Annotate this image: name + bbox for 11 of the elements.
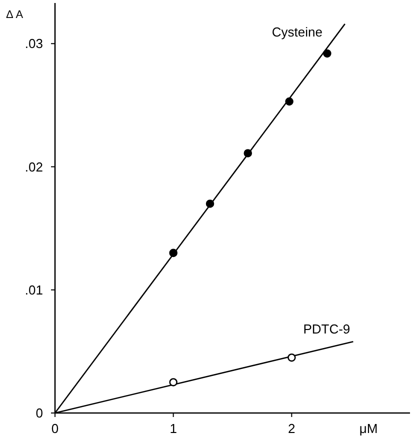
x-tick-label: 2 — [288, 421, 296, 436]
x-tick-label: 1 — [170, 421, 177, 436]
y-tick-label: .02 — [24, 159, 43, 174]
x-tick-label: 0 — [51, 421, 59, 436]
y-tick-label: .03 — [24, 36, 43, 52]
x-axis-title: μM — [359, 421, 378, 436]
y-tick-label: .01 — [24, 282, 43, 298]
series-label: Cysteine — [272, 24, 322, 40]
y-axis-title: Δ A — [6, 9, 24, 21]
y-tick-label: 0 — [36, 406, 43, 421]
series-label: PDTC-9 — [303, 322, 350, 337]
